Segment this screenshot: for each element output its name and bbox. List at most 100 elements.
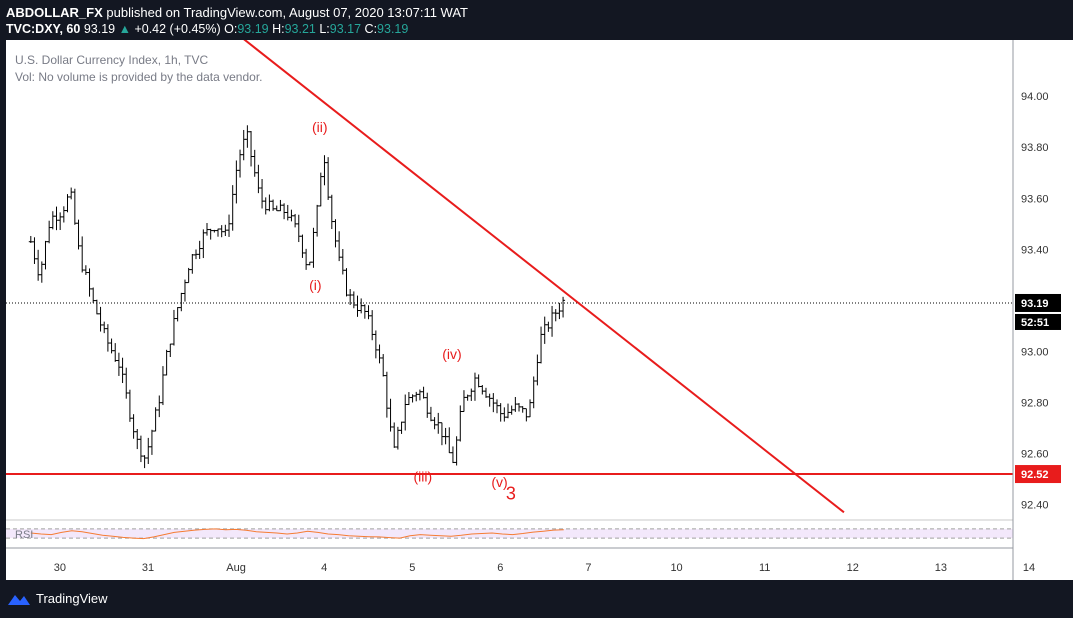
price-change: +0.42 (+0.45%) xyxy=(134,22,221,36)
ohlc-bar xyxy=(362,304,367,319)
ohlc-bar xyxy=(458,405,463,442)
ohlc-bar xyxy=(439,422,444,446)
author-name[interactable]: ABDOLLAR_FX xyxy=(6,5,103,20)
ohlc-bar xyxy=(487,393,492,407)
ohlc-bar xyxy=(168,343,173,358)
ohlc-bar xyxy=(494,399,499,414)
ohlc-bar xyxy=(447,427,452,454)
ohlc-bar xyxy=(351,291,356,309)
ohlc-bar xyxy=(58,212,63,231)
ohlc-bar xyxy=(127,389,132,422)
ohlc-bar xyxy=(28,235,33,244)
last-price: 93.19 xyxy=(83,22,116,36)
low-value: 93.17 xyxy=(329,22,362,36)
ohlc-bar xyxy=(135,428,140,450)
countdown-label: 52:51 xyxy=(1021,317,1049,329)
ohlc-bar xyxy=(138,435,143,463)
ohlc-bar xyxy=(94,299,99,315)
ohlc-bar xyxy=(39,261,44,283)
y-tick-label: 93.00 xyxy=(1021,346,1049,358)
rsi-label: RSI xyxy=(15,529,33,541)
tradingview-logo[interactable]: TradingView xyxy=(8,591,108,606)
y-tick-label: 93.80 xyxy=(1021,142,1049,154)
ohlc-bar xyxy=(87,268,92,297)
ohlc-bar xyxy=(425,392,430,418)
ohlc-bar xyxy=(80,236,85,273)
ohlc-bar xyxy=(307,261,312,266)
x-tick-label: 12 xyxy=(847,562,859,574)
ohlc-bar xyxy=(524,408,529,422)
ohlc-bar xyxy=(542,316,547,344)
footer-bar: TradingView xyxy=(0,580,1073,618)
x-tick-label: 11 xyxy=(759,562,770,574)
ohlc-bar xyxy=(296,214,301,243)
countdown-bg xyxy=(1015,313,1061,330)
ohlc-bar xyxy=(267,194,272,212)
price-chart[interactable]: (i) (ii) (iii) (iv) (v)3 RSI 94.00 93.80 93.60… xyxy=(6,31,1073,580)
ohlc-bar xyxy=(377,344,382,364)
chart-area[interactable]: (i) (ii) (iii) (iv) (v) 3 RSI 94.00 93.80 93.60… xyxy=(6,31,1073,580)
ohlc-bar xyxy=(395,426,400,450)
ohlc-bar xyxy=(557,302,562,320)
ohlc-bar xyxy=(366,305,371,320)
ohlc-bar xyxy=(513,397,518,412)
price-label-support: 92.52 xyxy=(1021,469,1049,481)
published-text: published on TradingView.com, August 07,… xyxy=(106,5,468,20)
x-tick-label: 4 xyxy=(321,562,327,574)
ohlc-bar xyxy=(326,157,331,200)
ohlc-bar xyxy=(201,229,206,259)
ohlc-bar xyxy=(553,309,558,322)
y-tick-label: 92.80 xyxy=(1021,398,1049,410)
ohlc-bar xyxy=(483,387,488,398)
ohlc-bar xyxy=(480,385,485,395)
ohlc-bar xyxy=(410,394,415,403)
ohlc-bar xyxy=(461,390,466,413)
ohlc-bar xyxy=(546,321,551,332)
ohlc-bar xyxy=(318,172,323,207)
price-label-current-bg xyxy=(1015,293,1061,312)
ohlc-bar xyxy=(50,211,55,230)
ohlc-bar xyxy=(32,237,37,264)
publish-info: ABDOLLAR_FX published on TradingView.com… xyxy=(6,5,468,20)
x-tick-label: 10 xyxy=(670,562,682,574)
y-tick-label: 92.60 xyxy=(1021,449,1049,461)
ohlc-bar xyxy=(171,309,176,346)
ohlc-bar xyxy=(263,197,268,215)
ohlc-bar xyxy=(54,206,59,231)
ohlc-bar xyxy=(333,219,338,248)
ohlc-bar xyxy=(414,391,419,402)
x-tick-label: Aug xyxy=(226,562,246,574)
close-value: 93.19 xyxy=(377,22,409,36)
x-tick-label: 13 xyxy=(935,562,947,574)
chart-overlays: (i) (ii) (iii) (iv) (v)3 xyxy=(6,31,1013,514)
y-tick-label: 92.40 xyxy=(1021,500,1049,512)
ohlc-bar xyxy=(285,204,290,221)
ohlc-readout: TVC:DXY, 60 93.19 ▲ +0.42 (+0.45%) O:93.… xyxy=(6,22,408,36)
ohlc-bar xyxy=(355,295,360,317)
close-label: C: xyxy=(364,22,378,36)
wave-label: (v) xyxy=(491,474,507,490)
ohlc-bar xyxy=(113,343,118,362)
ohlc-bar xyxy=(392,422,397,448)
ohlc-bar xyxy=(65,194,70,213)
ohlc-bar xyxy=(208,228,213,240)
price-label-current: 93.19 xyxy=(1021,298,1049,310)
ohlc-bar xyxy=(506,403,511,419)
ohlc-bar xyxy=(91,287,96,303)
ohlc-bar xyxy=(289,209,294,222)
ohlc-bar xyxy=(337,231,342,262)
ohlc-bar xyxy=(436,412,441,434)
ohlc-bar xyxy=(311,227,316,268)
ohlc-bar xyxy=(105,324,110,352)
high-label: H: xyxy=(272,22,285,36)
ohlc-bar xyxy=(238,149,243,178)
ohlc-bar xyxy=(219,225,224,238)
ohlc-bar xyxy=(223,224,228,236)
ohlc-bar xyxy=(304,248,309,270)
ohlc-bar xyxy=(212,229,217,233)
symbol-label: TVC:DXY, 60 xyxy=(6,22,81,36)
ohlc-bar xyxy=(502,407,507,422)
ohlc-bar xyxy=(344,268,349,297)
ohlc-bar xyxy=(509,405,514,415)
ohlc-bar xyxy=(230,185,235,231)
